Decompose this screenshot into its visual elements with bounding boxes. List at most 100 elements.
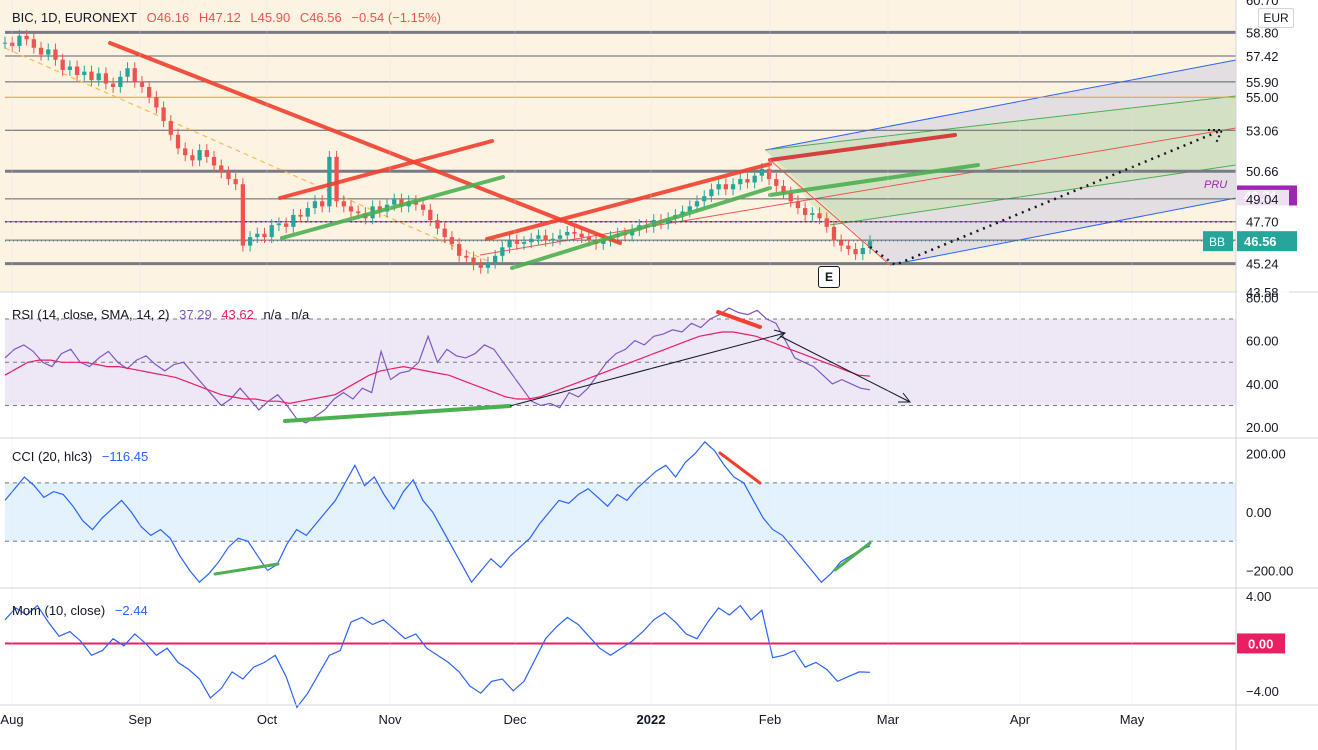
rsi-series-2 (4, 331, 871, 405)
price-axis-bg (1237, 46, 1289, 65)
cci-axis-label: −200.00 (1246, 563, 1293, 578)
time-axis-label: Oct (257, 712, 278, 727)
time-axis-label: Dec (503, 712, 527, 727)
candle-body (154, 97, 159, 108)
price-axis-bg (1237, 189, 1289, 208)
change-value: −0.54 (−1.15%) (351, 10, 441, 25)
candle-body (334, 156, 339, 202)
candle-body (824, 218, 829, 227)
candle-body (139, 81, 145, 87)
price-axis-label: 57.42 (1246, 49, 1279, 64)
candle-body (694, 201, 700, 207)
candle-body (197, 150, 202, 161)
candle-body (269, 225, 274, 238)
cci-bull-divergence-2 (833, 541, 872, 572)
currency-badge[interactable]: EUR (1258, 8, 1294, 28)
candle-body (579, 233, 584, 238)
candle-body (723, 184, 728, 190)
earnings-event-marker[interactable]: E (818, 266, 840, 288)
price-axis-label: 50.66 (1246, 164, 1279, 179)
symbol-header: BIC, 1D, EURONEXT O46.16 H47.12 L45.90 C… (12, 10, 447, 25)
candle-body (471, 257, 476, 265)
price-axis-label: 55.00 (1246, 90, 1279, 105)
candle-body (89, 71, 94, 81)
pitchfork-upper-line (764, 59, 1237, 151)
price-axis-bg (1237, 72, 1289, 91)
candle-body (543, 235, 548, 241)
candle-body (204, 150, 209, 157)
candle-body (291, 214, 296, 227)
rsi-ma-value: 43.62 (221, 307, 254, 322)
candle-body (38, 47, 44, 55)
candle-body (67, 66, 73, 70)
candle-body (168, 121, 173, 135)
time-axis-label: Mar (877, 712, 900, 727)
candle-body (766, 168, 772, 180)
time-axis-label: Aug (0, 712, 23, 727)
candle-body (521, 242, 527, 244)
candle-body (190, 155, 195, 161)
rsi-up-arrowhead (773, 329, 787, 341)
candle-body (456, 243, 462, 256)
candle-body (464, 255, 469, 258)
candle-body (795, 201, 801, 209)
candle-body (788, 192, 793, 202)
rsi-axis-label: 80.00 (1246, 290, 1279, 305)
candle-body (759, 168, 765, 176)
cci-title[interactable]: CCI (20, hlc3) (12, 449, 93, 464)
candle-body (449, 237, 455, 244)
price-axis-bg (1237, 283, 1289, 301)
price-axis-label: 60.70 (1246, 0, 1279, 8)
cci-band-bg (5, 482, 1236, 542)
candle-body (420, 204, 426, 210)
bb-tag-bg (1203, 231, 1233, 252)
candle-body (687, 206, 692, 212)
mom-title[interactable]: Mom (10, close) (12, 603, 106, 618)
candle-body (839, 240, 844, 246)
time-axis-label: 2022 (637, 712, 666, 727)
rsi-bull-divergence (283, 404, 512, 423)
rsi-title[interactable]: RSI (14, close, SMA, 14, 2) (12, 307, 170, 322)
candle-body (356, 211, 361, 214)
pitchfork-lower-line (889, 197, 1237, 266)
candle-body (802, 208, 808, 215)
decline-dashed-line (4, 47, 491, 263)
candle-body (557, 235, 563, 239)
candle-body (428, 209, 433, 221)
price-axis-label: 55.90 (1246, 75, 1279, 90)
pitchfork-median (479, 127, 1237, 256)
candle-body (860, 247, 865, 255)
price-tag-label: 46.56 (1244, 234, 1277, 249)
time-axis-label: Nov (378, 712, 402, 727)
price-axis-label: 49.04 (1246, 192, 1279, 207)
symbol-label[interactable]: BIC, 1D, EURONEXT (12, 10, 137, 25)
candle-body (435, 220, 440, 229)
price-axis-label: 53.06 (1246, 123, 1279, 138)
candle-body (103, 73, 109, 84)
candle-body (298, 214, 303, 217)
candle-body (283, 223, 289, 227)
pitchfork-upper-mid (764, 95, 1237, 151)
trendline-red-2 (485, 162, 772, 241)
candle-body (211, 156, 217, 166)
candle-body (240, 184, 246, 246)
candle-body (132, 68, 137, 82)
price-axis-label: 58.80 (1246, 25, 1279, 40)
cci-bear-divergence (718, 451, 762, 485)
candle-body (846, 245, 851, 250)
candle-body (276, 223, 282, 226)
price-axis-bg (1237, 254, 1289, 273)
time-axis-label: May (1120, 712, 1145, 727)
candle-body (442, 228, 447, 238)
candle-body (478, 264, 483, 268)
candle-body (46, 49, 51, 55)
open-value: O46.16 (146, 10, 190, 25)
candle-body (175, 134, 181, 149)
mom-axis-label: −4.00 (1246, 684, 1279, 699)
rsi-up-arrow (509, 332, 786, 407)
candle-body (550, 238, 555, 241)
candle-body (853, 249, 858, 255)
cci-legend: CCI (20, hlc3) −116.45 (12, 449, 154, 464)
candle-body (493, 255, 498, 263)
